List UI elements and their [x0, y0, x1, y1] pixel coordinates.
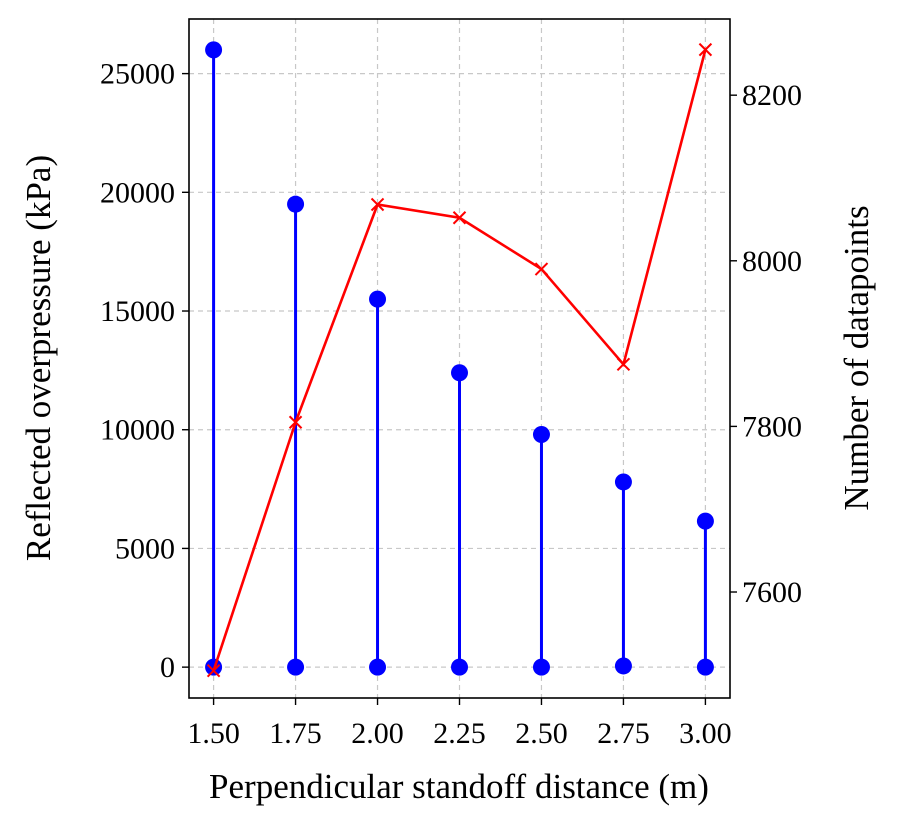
x-tick-label: 2.00 — [351, 717, 404, 750]
datapoints-marker — [534, 262, 549, 276]
datapoints-marker-stroke — [534, 262, 549, 276]
y2-tick-label: 8200 — [742, 79, 802, 112]
y2-axis-label: Number of datapoints — [837, 205, 876, 510]
datapoints-marker-stroke — [206, 663, 221, 678]
y-tick-label: 20000 — [100, 176, 175, 209]
y-tick-label: 10000 — [100, 414, 175, 447]
overpressure-max-point — [532, 425, 550, 443]
overpressure-min-point — [614, 657, 632, 675]
overpressure-min-point — [451, 658, 468, 676]
x-tick-label: 3.00 — [679, 717, 732, 750]
y-tick-label: 15000 — [100, 295, 175, 328]
datapoints-marker — [452, 211, 467, 225]
overpressure-max-point — [369, 290, 387, 308]
datapoints-marker — [370, 197, 385, 212]
overpressure-series — [205, 41, 714, 676]
y-tick-label: 5000 — [115, 532, 175, 565]
overpressure-max-point — [451, 364, 468, 382]
datapoints-marker-stroke — [370, 197, 385, 212]
overpressure-max-point — [696, 512, 714, 530]
x-tick-label: 1.75 — [269, 717, 322, 750]
overpressure-max-point — [287, 195, 305, 213]
y2-tick-label: 7600 — [742, 576, 802, 609]
datapoints-marker — [616, 357, 631, 372]
overpressure-max-point — [614, 473, 632, 491]
y2-tick-label: 7800 — [742, 410, 802, 443]
overpressure-min-point — [532, 658, 550, 676]
datapoints-marker-stroke — [452, 211, 467, 225]
x-tick-label: 2.50 — [515, 717, 568, 750]
datapoints-marker-stroke — [616, 357, 631, 372]
x-tick-label: 1.50 — [187, 717, 240, 750]
overpressure-min-point — [369, 658, 387, 676]
datapoints-marker-stroke — [698, 42, 713, 57]
datapoints-marker — [698, 42, 713, 57]
x-tick-label: 2.75 — [597, 717, 650, 750]
datapoints-series — [206, 42, 713, 678]
datapoints-marker-stroke — [288, 415, 303, 429]
axis-ticks: 1.50 1.75 2.00 2.25 2.50 2.75 3.00 0 5000 10000 15… — [100, 58, 802, 750]
datapoints-marker — [206, 663, 221, 678]
datapoints-marker — [288, 415, 303, 429]
overpressure-min-point — [287, 658, 305, 676]
y-tick-label: 0 — [160, 651, 175, 684]
y-axis-label: Reflected overpressure (kPa) — [19, 155, 58, 561]
x-tick-label: 2.25 — [433, 717, 486, 750]
overpressure-min-point — [696, 658, 714, 676]
x-axis-label: Perpendicular standoff distance (m) — [209, 767, 709, 806]
overpressure-max-point — [205, 41, 223, 59]
y-tick-label: 25000 — [100, 58, 175, 91]
y2-tick-label: 8000 — [742, 245, 802, 278]
